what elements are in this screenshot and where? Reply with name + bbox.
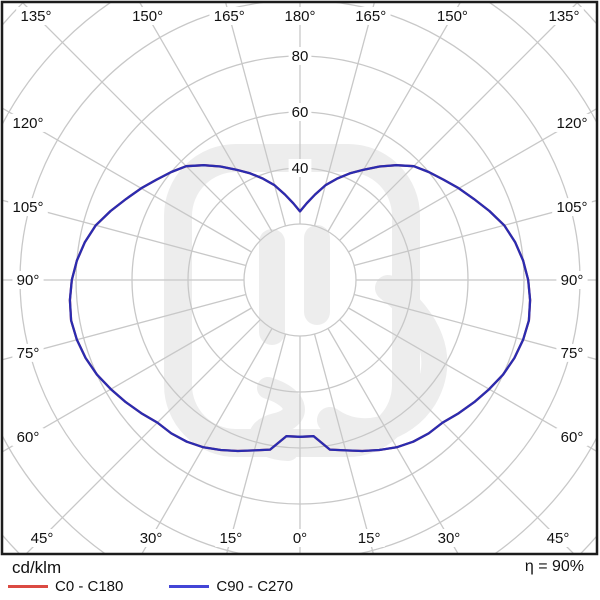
angle-label: 15° [220,530,243,547]
label-backplate [12,343,44,362]
label-backplate [8,113,48,132]
angle-label: 90° [17,272,40,289]
angle-label: 105° [12,199,43,216]
grid-spoke [2,107,252,253]
angle-label: 45° [547,530,570,547]
label-backplate [288,103,312,121]
label-backplate [288,159,312,177]
angle-label: 75° [561,345,584,362]
label-backplate [433,529,465,547]
angle-label: 165° [214,8,245,25]
grid-spoke [348,307,597,453]
grid-spoke [141,328,273,554]
angle-label: 75° [17,345,40,362]
label-backplate [12,271,44,289]
label-backplate [16,7,56,25]
radial-tick-label: 80 [292,48,309,65]
angle-label: 60° [561,429,584,446]
grid-spoke [225,333,287,554]
radial-tick-label: 60 [292,104,309,121]
legend-label-c90-c270: C90 - C270 [216,578,294,595]
grid-spoke [224,2,287,227]
label-backplate [12,428,44,447]
angle-label: 60° [17,429,40,446]
efficiency-label: η = 90% [524,558,584,575]
angle-label: 135° [548,8,579,25]
grid-spoke [353,199,597,267]
angle-label: 15° [358,530,381,547]
grid-spoke [2,307,252,453]
polar-chart-canvas: 40 60 80 0° 15° 15° 30° 30° 45° 45° 60° 60° 75° 75° 90… [0,0,600,556]
label-backplate [556,271,588,289]
label-backplate [542,529,574,547]
label-backplate [552,198,592,217]
polar-photometric-chart: 40 60 80 0° 15° 15° 30° 30° 45° 45° 60° 60° 75° 75° 90… [0,0,600,556]
label-backplate [288,529,312,547]
angle-label: 180° [284,8,315,25]
supplier-logo-watermark-icon [164,144,448,461]
angle-label: 120° [12,115,43,132]
grid-spoke [313,333,375,554]
angle-label: 135° [20,8,51,25]
grid-spoke [353,293,597,361]
label-backplate [8,198,48,217]
units-label: cd/klm [12,558,62,577]
angle-label: 150° [132,8,163,25]
angle-label: 0° [293,530,307,547]
grid-spoke [138,2,273,232]
legend-item-c0-c180: C0 - C180 [8,578,123,595]
grid-spoke [313,2,376,227]
label-backplate [350,7,391,25]
legend-row: C0 - C180 C90 - C270 [8,578,331,595]
label-backplate [127,7,168,25]
labels-layer: 40 60 80 0° 15° 15° 30° 30° 45° 45° 60° 60° 75° 75° 90… [8,7,592,547]
curves-layer [68,164,532,453]
label-backplate [209,7,250,25]
radial-tick-label: 40 [292,160,309,177]
legend-bar: cd/klm C0 - C180 C90 - C270 η = 90% [0,556,600,600]
label-backplate [552,113,592,132]
angle-label: 120° [556,115,587,132]
angle-label: 30° [140,530,163,547]
legend-label-c0-c180: C0 - C180 [55,578,124,595]
curve-c90-c270 [68,164,532,453]
angle-label: 105° [556,199,587,216]
label-backplate [556,343,588,362]
grid-spoke [2,199,247,267]
grid-spoke [327,2,462,232]
label-backplate [26,529,58,547]
label-backplate [556,428,588,447]
angle-label: 165° [355,8,386,25]
label-backplate [215,529,247,547]
angle-label: 90° [561,272,584,289]
blue-curve-swatch-icon [169,585,210,588]
label-backplate [280,7,320,25]
label-backplate [135,529,167,547]
grid-spoke [348,107,597,253]
label-backplate [353,529,385,547]
legend-item-c90-c270: C90 - C270 [169,578,293,595]
grid-spoke [327,328,459,554]
label-backplate [544,7,584,25]
label-backplate [432,7,473,25]
red-curve-swatch-icon [8,585,48,588]
angle-label: 45° [31,530,54,547]
label-backplate [288,47,312,65]
grid-spoke [2,293,247,361]
plot-border [0,0,599,556]
angle-label: 150° [437,8,468,25]
angle-label: 30° [438,530,461,547]
